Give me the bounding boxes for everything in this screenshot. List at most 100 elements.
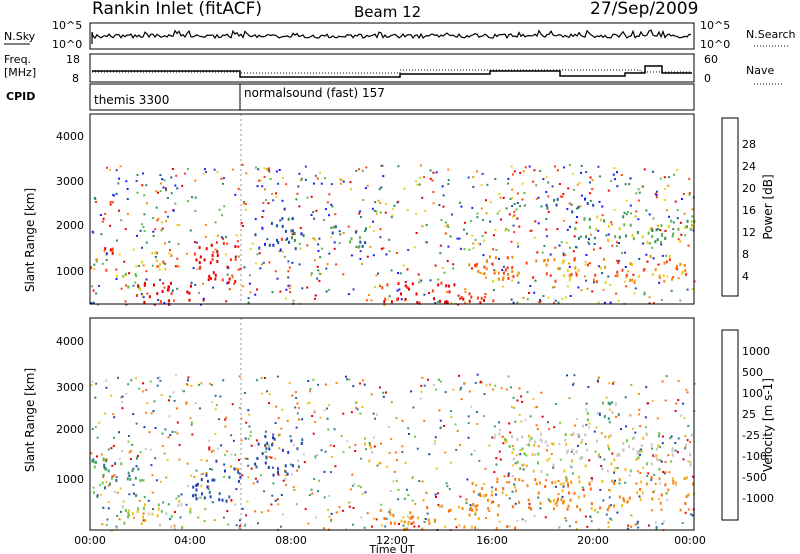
velocity-scatter-cell [631,437,634,440]
velocity-scatter-cell [235,488,238,491]
power-scatter-cell [476,212,479,215]
power-scatter-cell [171,168,174,170]
velocity-scatter-cell [594,450,597,453]
power-blob-6-cell [334,225,337,229]
velocity-scatter-cell [313,411,316,414]
xtick-2000: 20:00 [577,534,609,547]
power-blob-2-cell [167,288,170,292]
velocity-scatter-cell [152,410,155,413]
power-blob-8-cell [617,261,620,265]
power-scatter-cell [247,301,250,304]
velocity-blob-3-cell [272,436,274,440]
power-scatter-cell [279,290,282,293]
velocity-blob-7-cell [540,432,543,436]
power-scatter-cell [315,209,318,212]
velocity-scatter-cell [230,465,232,468]
power-scatter-cell [403,187,406,190]
power-scatter-cell [267,202,270,205]
velocity-blob-7-cell [564,438,567,442]
velocity-scatter-cell [116,514,119,517]
power-scatter-cell [328,288,330,291]
power-scatter-cell [191,196,193,199]
velocity-scatter-cell [535,405,538,408]
power-scatter-cell [139,229,142,232]
velocity-scatter-cell [280,494,283,497]
velocity-scatter-cell [355,401,358,404]
velocity-scatter-cell [329,444,332,447]
velocity-blob-7-cell [584,433,587,437]
velocity-scatter-cell [533,515,536,517]
velocity-scatter-cell [190,421,193,424]
power-blob-9-cell [574,227,577,231]
power-scatter-cell [598,265,601,268]
power-scatter-cell [200,303,202,306]
power-scatter-cell [249,291,252,294]
power-blob-5-cell [294,247,297,251]
power-scatter-cell [507,229,510,232]
velocity-scatter-cell [254,477,257,480]
power-scatter-cell [276,277,279,280]
power-scatter-cell [268,261,271,264]
power-scatter-cell [655,194,658,197]
velocity-blob-7-cell [580,441,583,445]
power-scatter-cell [342,232,345,234]
velocity-scatter-cell [205,472,208,474]
power-blob-2-cell [153,283,155,287]
velocity-blob-1-cell [181,526,184,529]
power-scatter-cell [566,208,569,211]
power-scatter-cell [590,233,593,236]
power-scatter-cell [470,220,473,223]
power-scatter-cell [237,187,240,190]
velocity-scatter-cell [426,512,429,515]
power-scatter-cell [162,186,165,189]
power-scatter-cell [306,286,309,289]
power-scatter-cell [99,214,102,216]
power-scatter-cell [464,288,467,291]
velocity-scatter-cell [380,442,383,445]
power-scatter-cell [584,263,587,266]
velocity-blob-7-cell [527,443,530,447]
power-scatter-cell [225,253,227,256]
velocity-scatter-cell [551,442,554,445]
velocity-scatter-cell [478,492,481,495]
power-blob-2-cell [156,292,159,296]
power-scatter-cell [459,297,462,300]
velocity-scatter-cell [672,480,675,483]
velocity-scatter-cell [498,450,501,453]
velocity-scatter-cell [691,514,694,517]
noise-right-tick-top: 10^5 [700,19,730,32]
power-blob-9-cell [632,237,635,241]
velocity-scatter-cell [467,436,470,439]
power-blob-9-cell [614,235,617,239]
velocity-blob-6-cell [554,502,557,506]
velocity-scatter-cell [226,450,229,453]
power-scatter-cell [258,179,261,182]
velocity-scatter-cell [510,405,513,408]
power-blob-7-cell [492,299,495,303]
power-scatter-cell [170,192,173,195]
power-blob-8-cell [665,260,668,264]
velocity-scatter-cell [326,407,328,410]
power-scatter-cell [447,179,450,182]
velocity-scatter-cell [546,449,548,452]
power-scatter-cell [326,201,329,204]
power-scatter-cell [152,217,155,220]
velocity-scatter-cell [682,458,685,461]
power-blob-8-cell [497,271,500,275]
velocity-scatter-cell [174,431,177,433]
velocity-scatter-cell [95,382,98,385]
velocity-scatter-cell [421,480,424,483]
velocity-blob-4-cell [370,445,373,449]
power-scatter-cell [432,202,435,205]
power-scatter-cell [565,241,568,244]
power-blob-7-cell [444,301,447,304]
velocity-scatter-cell [416,447,419,450]
power-scatter-cell [93,263,96,266]
velocity-scatter-cell [498,520,501,523]
power-scatter-cell [549,253,552,256]
velocity-scatter-cell [195,469,198,472]
power-scatter-cell [682,193,685,196]
velocity-blob-3-cell [300,442,303,445]
power-scatter-cell [630,212,632,215]
velocity-scatter-cell [185,402,187,405]
